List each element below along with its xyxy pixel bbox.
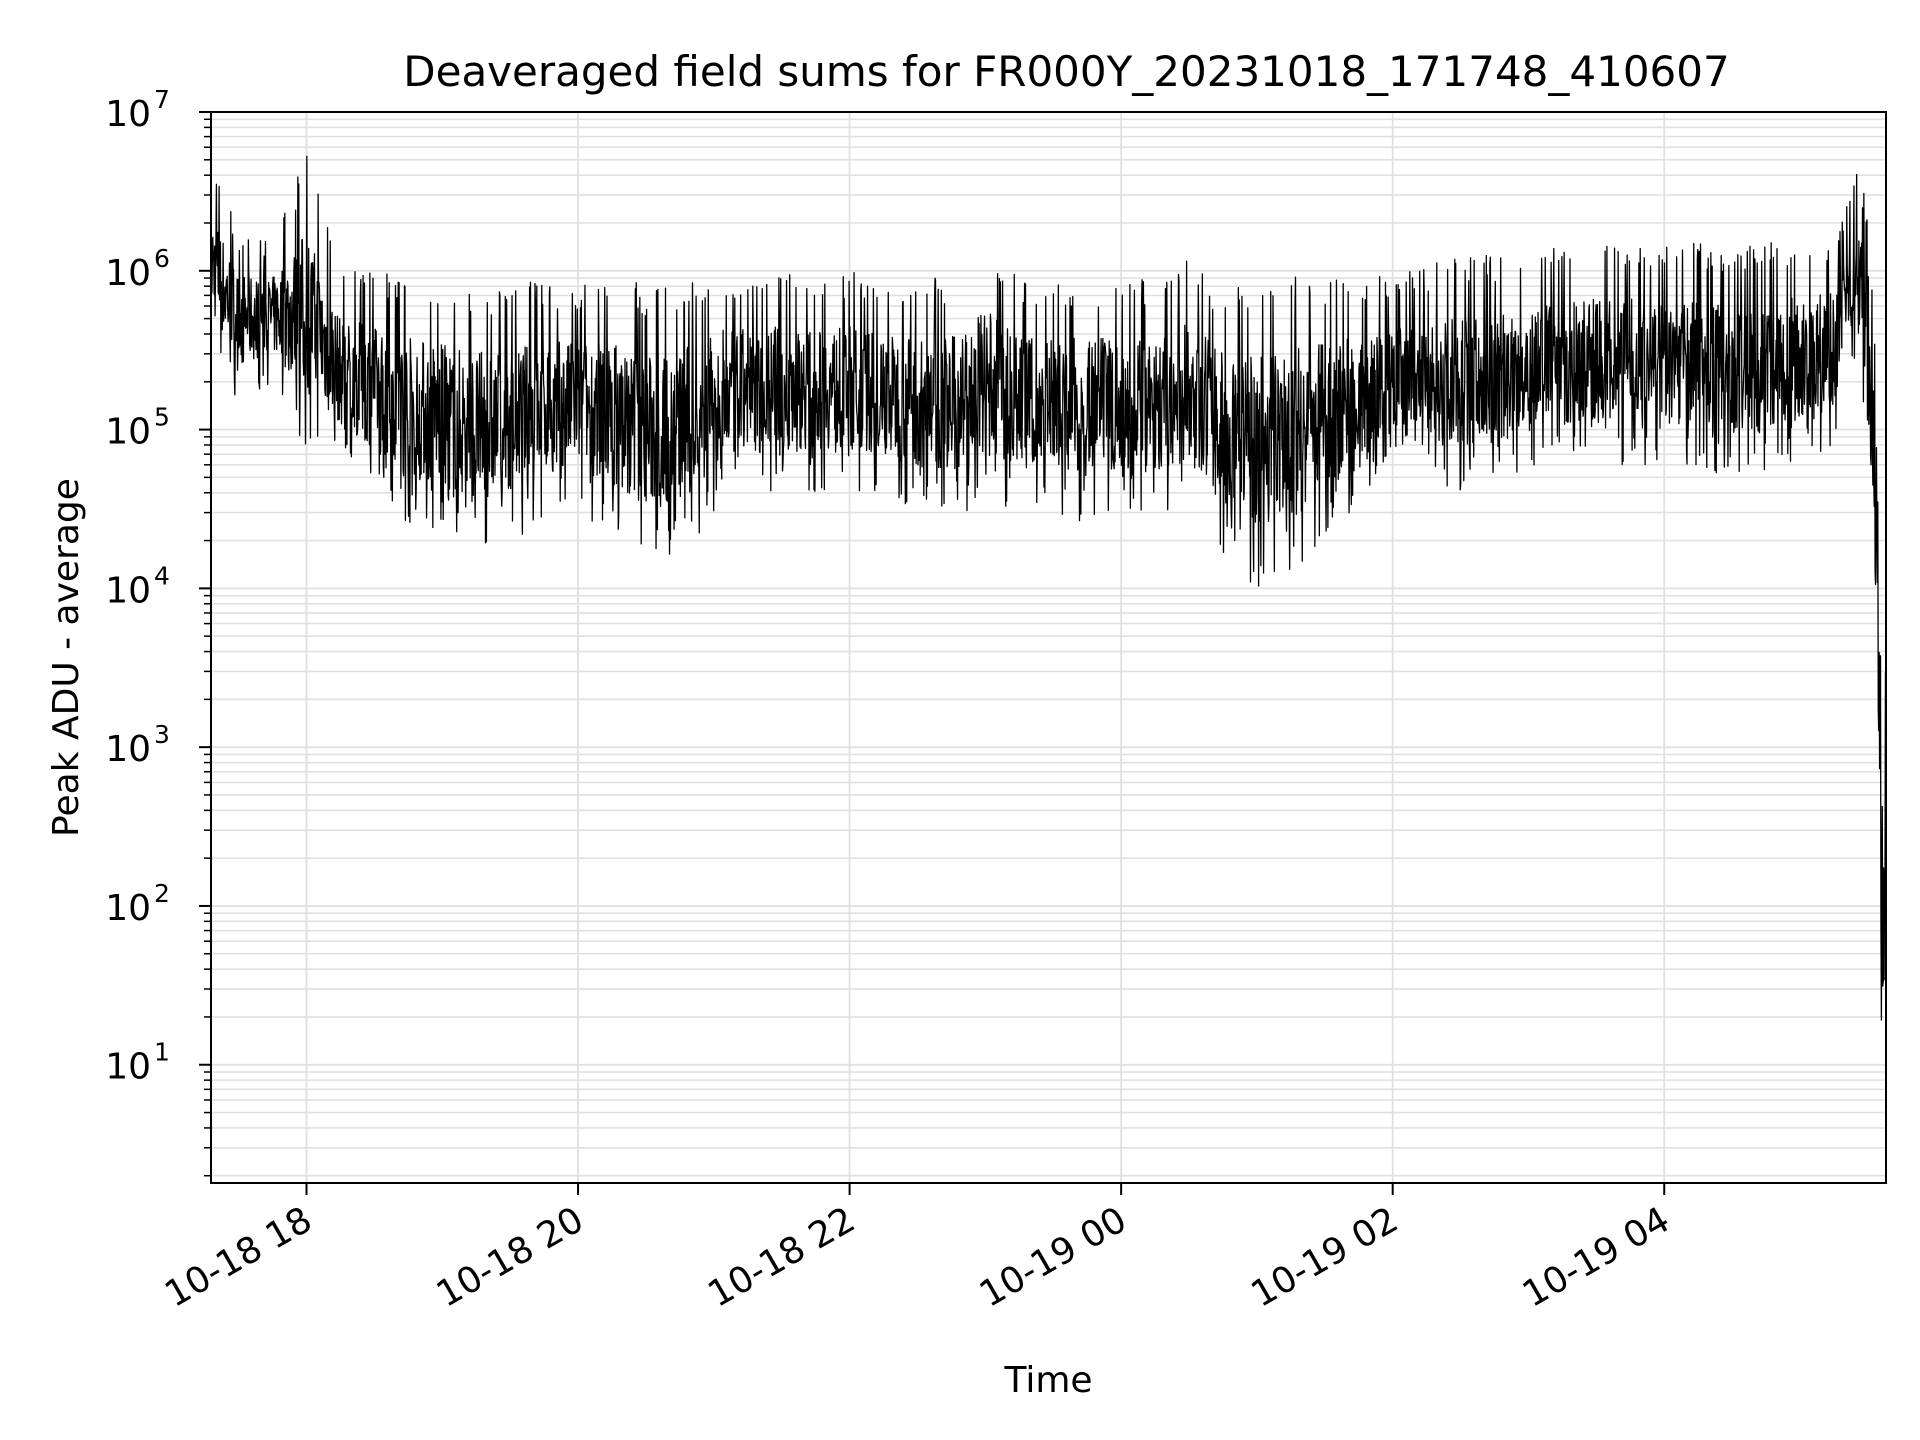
series-line [211,155,1886,1021]
chart-title: Deaveraged field sums for FR000Y_2023101… [403,47,1729,96]
y-tick-exponent: 1 [154,1038,170,1067]
y-tick-label: 10 [105,570,151,611]
y-tick-label: 10 [105,1047,151,1088]
y-tick-label: 10 [105,888,151,929]
y-tick-exponent: 3 [154,720,170,749]
y-tick-label: 10 [105,253,151,294]
y-tick-exponent: 5 [154,403,170,432]
y-tick-label: 10 [105,412,151,453]
y-tick-exponent: 7 [154,85,170,114]
y-tick-label: 10 [105,729,151,770]
plot-frame [210,111,1887,1184]
y-tick-exponent: 4 [154,561,170,590]
ticks [199,111,1666,1195]
y-tick-label: 10 [105,94,151,135]
y-tick-exponent: 6 [154,244,170,273]
series-layer [211,155,1886,1021]
y-tick-exponent: 2 [154,879,170,908]
x-axis-label: Time [1003,1360,1092,1401]
y-axis-label: Peak ADU - average [46,478,87,837]
